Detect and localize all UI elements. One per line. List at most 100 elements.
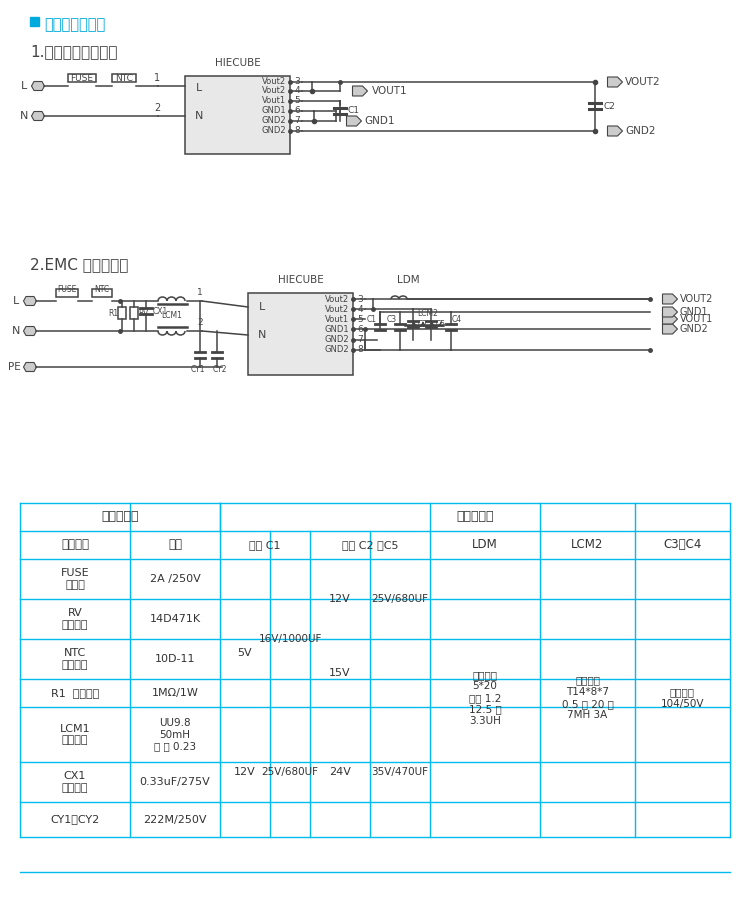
Text: L: L (196, 83, 202, 93)
Polygon shape (662, 307, 677, 317)
Text: CX1
安规电容: CX1 安规电容 (62, 771, 88, 793)
Text: 3: 3 (294, 77, 300, 87)
Text: 1MΩ/1W: 1MΩ/1W (152, 688, 199, 698)
Text: N: N (258, 330, 266, 340)
Bar (30, 17, 39, 26)
Text: L: L (13, 296, 20, 306)
Text: L: L (259, 302, 266, 312)
Text: GND1: GND1 (680, 307, 709, 317)
Text: Vout2: Vout2 (262, 77, 286, 87)
Text: GND2: GND2 (261, 116, 286, 125)
Text: 222M/250V: 222M/250V (143, 814, 207, 824)
Text: HIECUBE: HIECUBE (278, 275, 323, 285)
Text: LCM2: LCM2 (418, 310, 439, 318)
Text: UU9.8
50mH
线 径 0.23: UU9.8 50mH 线 径 0.23 (154, 718, 196, 751)
Text: 主路 C2 、C5: 主路 C2 、C5 (342, 540, 398, 550)
Text: 35V/470UF: 35V/470UF (371, 767, 428, 777)
Text: C1: C1 (348, 107, 360, 115)
Text: LCM2: LCM2 (572, 538, 604, 551)
Polygon shape (662, 324, 677, 334)
Text: 3: 3 (357, 294, 363, 303)
Text: GND2: GND2 (261, 126, 286, 136)
Text: 14D471K: 14D471K (149, 614, 200, 624)
Text: LDM: LDM (397, 275, 419, 285)
Text: Vout1: Vout1 (262, 97, 286, 105)
Text: 陶瓷电容
104/50V: 陶瓷电容 104/50V (661, 687, 704, 709)
Text: 设计参考电路：: 设计参考电路： (44, 17, 105, 32)
Text: RV: RV (138, 309, 148, 317)
Text: GND1: GND1 (364, 116, 394, 126)
Text: C5: C5 (436, 320, 446, 329)
Bar (112, 74, 136, 82)
Text: FUSE
保险丝: FUSE 保险丝 (61, 568, 89, 590)
Text: 0.33uF/275V: 0.33uF/275V (140, 777, 210, 787)
Text: 1: 1 (154, 73, 160, 83)
Text: 24V: 24V (329, 767, 351, 777)
Text: FUSE: FUSE (57, 286, 76, 294)
Text: C2: C2 (603, 102, 615, 111)
Text: 15V: 15V (329, 668, 351, 678)
Text: C1: C1 (367, 315, 377, 325)
Polygon shape (346, 116, 362, 126)
Text: CY2: CY2 (213, 365, 227, 374)
Text: N: N (20, 111, 28, 121)
Text: VOUT2: VOUT2 (680, 294, 713, 304)
Text: 6: 6 (357, 325, 363, 334)
Text: C4: C4 (452, 315, 462, 325)
Text: 8: 8 (294, 126, 300, 136)
Text: 10D-11: 10D-11 (154, 654, 195, 664)
Text: CY1、CY2: CY1、CY2 (50, 814, 100, 824)
Text: 12V: 12V (234, 767, 256, 777)
Text: VOUT2: VOUT2 (625, 77, 661, 87)
Polygon shape (23, 326, 37, 336)
Bar (248, 293, 353, 375)
Text: 2: 2 (197, 318, 202, 327)
Text: LCM1: LCM1 (161, 312, 182, 321)
Text: C3: C3 (387, 315, 397, 325)
Text: 12V: 12V (329, 594, 351, 604)
Text: Vout2: Vout2 (325, 304, 349, 313)
Text: 7: 7 (357, 336, 363, 345)
Text: HIECUBE: HIECUBE (214, 58, 260, 68)
Text: 4: 4 (294, 87, 300, 96)
Polygon shape (662, 294, 677, 304)
Text: 2.EMC 应用电路：: 2.EMC 应用电路： (30, 257, 128, 272)
Text: 6: 6 (294, 107, 300, 115)
Text: NTC: NTC (115, 74, 133, 83)
Text: Vout2: Vout2 (325, 294, 349, 303)
Polygon shape (608, 77, 622, 87)
Polygon shape (32, 81, 44, 90)
Bar (92, 289, 112, 297)
Text: 棒形电感
5*20
线径 1.2
12.5 圈
3.3UH: 棒形电感 5*20 线径 1.2 12.5 圈 3.3UH (469, 669, 501, 727)
Text: 5V: 5V (238, 648, 252, 658)
Bar (130, 307, 138, 319)
Text: NTC
热敏电阵: NTC 热敏电阵 (62, 648, 88, 669)
Text: RV
压敏电阵: RV 压敏电阵 (62, 609, 88, 630)
Text: GND2: GND2 (625, 126, 656, 136)
Text: VOUT1: VOUT1 (680, 314, 713, 324)
Text: N: N (195, 111, 203, 121)
Text: GND1: GND1 (261, 107, 286, 115)
Text: 5: 5 (294, 97, 300, 105)
Text: CY1: CY1 (190, 365, 206, 374)
Polygon shape (23, 362, 37, 372)
Text: 1.　典型应用电路：: 1. 典型应用电路： (30, 44, 118, 59)
Text: FUSE: FUSE (70, 74, 94, 83)
Text: LCM1
共模电感: LCM1 共模电感 (60, 724, 90, 745)
Text: 25V/680UF: 25V/680UF (371, 594, 428, 604)
Text: 参数: 参数 (168, 538, 182, 551)
Text: 16V/1000UF: 16V/1000UF (258, 634, 322, 644)
Text: 4: 4 (357, 304, 363, 313)
Text: NTC: NTC (94, 286, 110, 294)
Text: LDM: LDM (472, 538, 498, 551)
Text: 1: 1 (197, 288, 202, 297)
Text: GND2: GND2 (324, 336, 349, 345)
Text: PE: PE (8, 362, 20, 372)
Text: 元件名称: 元件名称 (61, 538, 89, 551)
Polygon shape (23, 297, 37, 305)
Text: N: N (12, 326, 20, 336)
Text: Vout2: Vout2 (262, 87, 286, 96)
Text: 8: 8 (357, 346, 363, 354)
Text: C3、C4: C3、C4 (663, 538, 702, 551)
Bar (185, 76, 290, 154)
